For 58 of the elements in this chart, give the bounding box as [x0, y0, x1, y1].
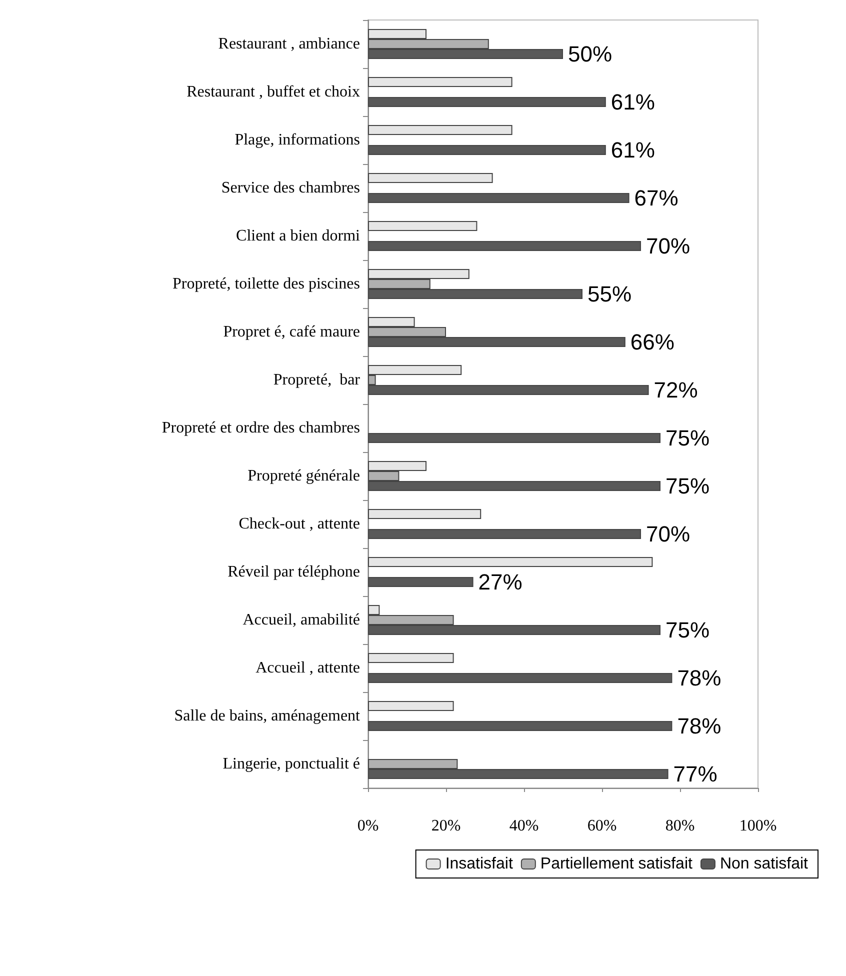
y-tick-label: Accueil , attente — [256, 660, 360, 676]
data-label: 77% — [673, 762, 718, 786]
y-tick-label: Propreté, toilette des piscines — [172, 276, 360, 292]
bar — [368, 509, 482, 519]
x-tick-label: 40% — [509, 818, 539, 834]
legend-label: Insatisfait — [445, 856, 514, 872]
bar — [368, 193, 630, 203]
data-label: 70% — [646, 234, 690, 258]
bar — [368, 433, 660, 443]
data-label: 61% — [610, 90, 655, 114]
data-label: 75% — [666, 618, 710, 642]
bar — [368, 241, 641, 251]
data-label: 55% — [588, 282, 632, 306]
x-tick-label: 20% — [431, 818, 461, 834]
bar — [368, 125, 512, 135]
x-tick-label: 60% — [587, 818, 617, 834]
y-tick-label: Réveil par téléphone — [228, 564, 360, 580]
y-tick-label: Client a bien dormi — [236, 228, 361, 244]
bar — [368, 673, 672, 683]
data-label: 75% — [666, 474, 710, 498]
y-tick-label: Check-out , attente — [238, 516, 360, 532]
y-tick-label: Service des chambres — [221, 180, 360, 196]
y-tick-label: Accueil, amabilité — [242, 612, 360, 628]
bar — [368, 221, 478, 231]
x-tick-label: 100% — [739, 818, 777, 834]
data-label: 72% — [654, 378, 698, 402]
data-label: 70% — [646, 522, 690, 546]
bar — [368, 577, 474, 587]
data-label: 78% — [677, 666, 722, 690]
bar — [368, 557, 653, 567]
bar — [368, 77, 512, 87]
bar — [368, 701, 454, 711]
bar — [368, 529, 641, 539]
y-tick-label: Propreté et ordre des chambres — [162, 420, 360, 436]
bar — [368, 173, 493, 183]
data-label: 66% — [630, 330, 674, 354]
data-label: 67% — [634, 186, 678, 210]
data-label: 78% — [677, 714, 722, 738]
bar — [368, 97, 606, 107]
y-tick-label: Lingerie, ponctualit é — [222, 756, 360, 772]
data-label: 61% — [610, 138, 655, 162]
y-tick-label: Propret é, café maure — [223, 324, 360, 340]
y-tick-label: Restaurant , ambiance — [218, 36, 360, 52]
y-tick-label: Propreté générale — [248, 468, 360, 484]
x-tick-label: 0% — [357, 818, 379, 834]
data-label: 27% — [478, 570, 522, 594]
x-tick-label: 80% — [665, 818, 695, 834]
y-tick-label: Propreté, bar — [273, 372, 361, 388]
bar — [368, 653, 454, 663]
data-label: 75% — [666, 426, 710, 450]
legend-label: Non satisfait — [720, 856, 809, 872]
y-tick-label: Plage, informations — [234, 132, 360, 148]
y-tick-label: Salle de bains, aménagement — [174, 708, 361, 724]
y-tick-label: Restaurant , buffet et choix — [186, 84, 360, 100]
bar — [368, 721, 672, 731]
legend-label: Partiellement satisfait — [540, 856, 694, 872]
data-label: 50% — [568, 42, 612, 66]
bar — [368, 145, 606, 155]
